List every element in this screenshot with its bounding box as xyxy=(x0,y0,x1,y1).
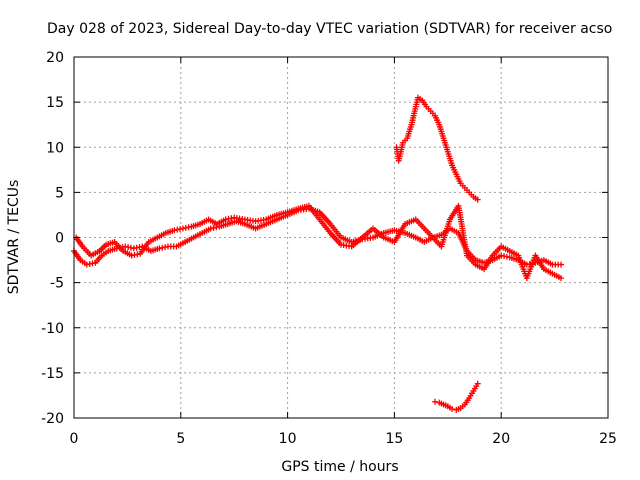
y-tick-label: 0 xyxy=(55,231,64,247)
x-tick-label: 20 xyxy=(492,431,510,447)
x-tick-label: 10 xyxy=(279,431,297,447)
y-axis-label: SDTVAR / TECUs xyxy=(6,180,22,295)
data-point xyxy=(474,196,481,203)
y-tick-label: -15 xyxy=(41,366,64,382)
x-tick-label: 0 xyxy=(70,431,79,447)
data-point xyxy=(449,405,456,412)
x-tick-label: 25 xyxy=(599,431,617,447)
x-axis-label: GPS time / hours xyxy=(281,459,398,475)
chart-title: Day 028 of 2023, Sidereal Day-to-day VTE… xyxy=(47,21,612,37)
data-points xyxy=(71,94,565,413)
axis-ticks: -20 -15 -10 -5 0 5 10 15 20 0 5 10 15 20 25 xyxy=(41,50,617,447)
y-tick-label: 20 xyxy=(46,50,64,66)
y-tick-label: -10 xyxy=(41,321,64,337)
y-tick-label: 5 xyxy=(55,185,64,201)
y-tick-label: 10 xyxy=(46,140,64,156)
data-point xyxy=(474,380,481,387)
y-tick-label: 15 xyxy=(46,95,64,111)
data-point xyxy=(558,261,565,268)
x-tick-label: 5 xyxy=(176,431,185,447)
x-tick-label: 15 xyxy=(385,431,403,447)
y-tick-label: -20 xyxy=(41,411,64,427)
data-point xyxy=(558,275,565,282)
y-tick-label: -5 xyxy=(50,276,64,292)
data-point xyxy=(431,398,438,405)
